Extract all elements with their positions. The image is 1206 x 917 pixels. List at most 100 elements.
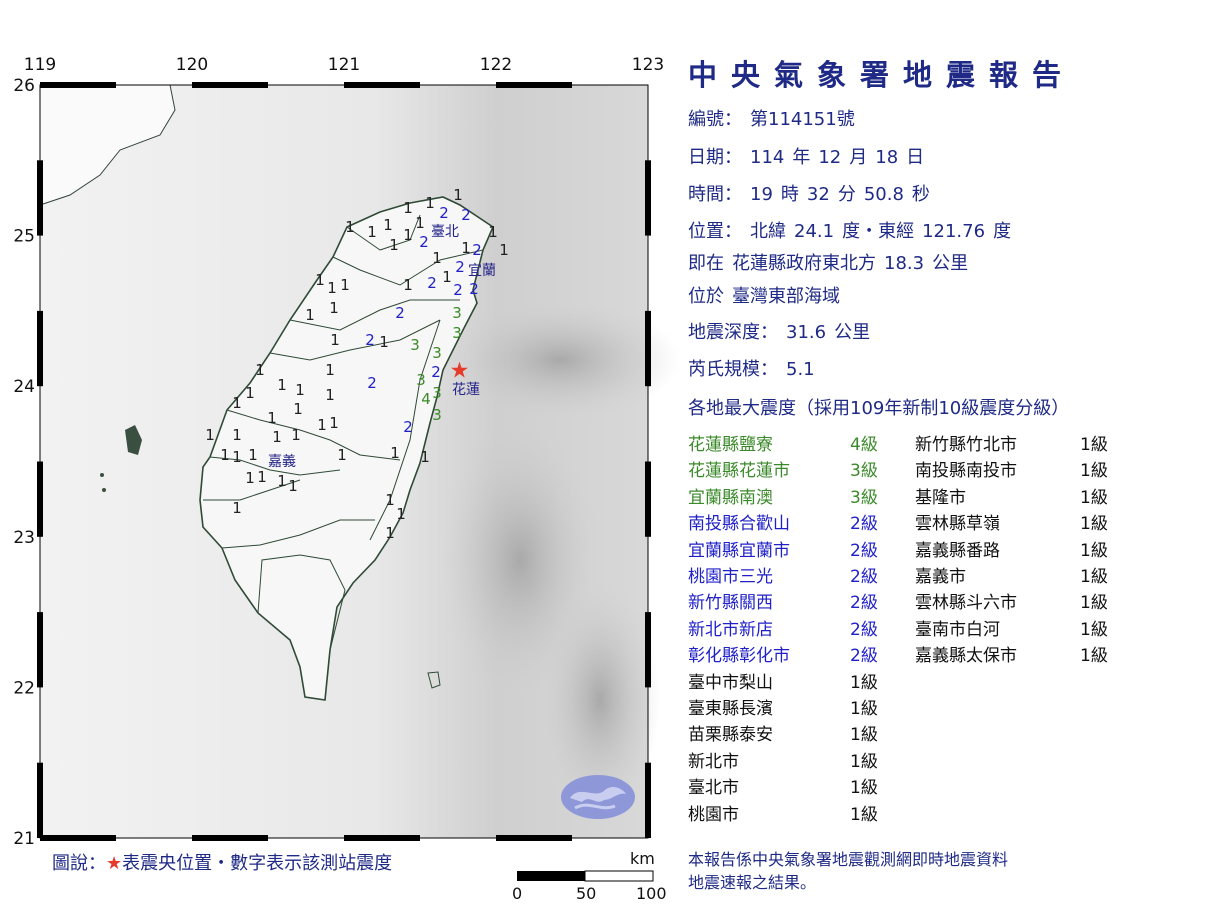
frame-segment <box>645 612 651 688</box>
intensity-level: 1級 <box>1080 435 1108 455</box>
lat-tick-label: 22 <box>13 678 35 698</box>
second-unit: 秒 <box>911 184 930 205</box>
report-title: 中央氣象署地震報告 <box>688 58 1076 92</box>
intensity-level: 1級 <box>850 751 878 772</box>
epicenter-star-icon: ★ <box>450 359 470 384</box>
star-icon: ★ <box>106 853 123 874</box>
intensity-place: 新北市新店 <box>688 619 773 640</box>
legend-prefix: 圖說： <box>52 853 106 874</box>
station-intensity: 1 <box>337 446 347 464</box>
region-value: 臺灣東部海域 <box>732 286 840 307</box>
station-intensity: 1 <box>291 426 301 444</box>
mainland-coast <box>39 84 176 206</box>
station-intensity: 1 <box>325 361 335 379</box>
station-intensity: 1 <box>305 306 315 324</box>
station-intensity: 1 <box>340 276 350 294</box>
minute: 32 <box>806 184 830 205</box>
intensity-level: 3級 <box>850 461 878 482</box>
lon-tick-label: 123 <box>632 55 664 75</box>
station-intensity: 4 <box>421 390 431 408</box>
intensity-place: 花蓮縣花蓮市 <box>688 461 790 482</box>
scale-label-0: 0 <box>512 884 523 903</box>
map-frame <box>37 82 651 841</box>
frame-segment <box>37 612 43 688</box>
frame-segment <box>37 160 43 236</box>
frame-segment <box>344 835 420 841</box>
station-intensity: 3 <box>432 406 442 424</box>
lat-tick-label: 23 <box>13 528 35 548</box>
intensity-place: 嘉義縣番路 <box>915 540 1000 561</box>
station-intensity: 1 <box>277 376 287 394</box>
station-intensity: 2 <box>439 204 449 222</box>
station-intensity: 1 <box>330 331 340 349</box>
intensity-place: 新竹縣竹北市 <box>915 435 1017 455</box>
station-intensity: 1 <box>327 279 337 297</box>
station-intensity: 2 <box>367 374 377 392</box>
station-intensity: 1 <box>389 236 399 254</box>
intensity-place: 臺北市 <box>688 778 739 799</box>
station-intensity: 1 <box>255 361 265 379</box>
scale-unit: km <box>630 849 655 868</box>
intensity-place: 雲林縣斗六市 <box>915 593 1017 614</box>
footnote-line-2: 地震速報之結果。 <box>688 873 817 892</box>
station-intensity: 1 <box>329 299 339 317</box>
station-intensity: 2 <box>455 258 465 276</box>
station-intensity: 1 <box>415 214 425 232</box>
lon-tick-label: 120 <box>176 55 208 75</box>
station-intensity: 2 <box>469 280 479 298</box>
lon-tick-label: 122 <box>480 55 512 75</box>
station-intensity: 1 <box>403 199 413 217</box>
station-intensity: 1 <box>232 448 242 466</box>
scale-label-50: 50 <box>576 884 597 903</box>
intensity-place: 桃園市三光 <box>688 567 773 587</box>
frame-segment <box>645 160 651 236</box>
city-label: 花蓮 <box>452 382 480 398</box>
frame-segment <box>496 835 572 841</box>
intensity-place: 新北市 <box>688 751 739 772</box>
intensity-level: 1級 <box>1080 514 1108 535</box>
station-intensity: 1 <box>317 416 327 434</box>
station-intensity: 1 <box>345 218 355 236</box>
station-intensity: 3 <box>410 336 420 354</box>
region-label: 位於 <box>688 286 724 307</box>
report-position: 位置： 北緯 24.1 度・東經 121.76 度 <box>688 217 1019 243</box>
station-intensity: 1 <box>288 477 298 495</box>
intensity-place: 宜蘭縣宜蘭市 <box>688 540 790 561</box>
station-intensity: 1 <box>245 469 255 487</box>
lon-tick-label: 121 <box>328 55 360 75</box>
lon-label: 度・東經 <box>842 221 915 242</box>
station-intensity: 1 <box>367 223 377 241</box>
deg-unit: 度 <box>993 221 1012 242</box>
station-intensity: 1 <box>272 428 282 446</box>
depth-label: 地震深度： <box>688 322 778 343</box>
intensity-place: 臺南市白河 <box>915 619 1000 640</box>
intensity-place: 新竹縣關西 <box>688 593 773 614</box>
scale-label-100: 100 <box>636 884 667 903</box>
station-intensity: 1 <box>379 333 389 351</box>
intensity-level: 1級 <box>1080 593 1108 614</box>
intensity-level: 1級 <box>1080 619 1108 640</box>
month: 12 <box>818 147 842 168</box>
station-intensity: 2 <box>427 274 437 292</box>
report-region: 位於 臺灣東部海域 <box>688 282 848 308</box>
intensity-level: 2級 <box>850 646 878 667</box>
station-intensity: 1 <box>425 194 435 212</box>
position-label: 位置： <box>688 221 742 242</box>
station-intensity: 1 <box>245 384 255 402</box>
station-intensity: 1 <box>329 414 339 432</box>
station-intensity: 1 <box>453 186 463 204</box>
lat-tick-label: 26 <box>13 76 35 96</box>
frame-segment <box>37 762 43 838</box>
station-intensity: 3 <box>432 384 442 402</box>
report-relative-location: 即在 花蓮縣政府東北方 18.3 公里 <box>688 249 976 275</box>
intensity-level: 1級 <box>850 672 878 693</box>
intensity-level: 2級 <box>850 567 878 587</box>
intensity-place: 臺中市梨山 <box>688 672 773 693</box>
station-intensity: 1 <box>385 524 395 542</box>
station-intensity: 1 <box>232 499 242 517</box>
lat-tick-label: 24 <box>13 377 35 397</box>
station-intensity: 1 <box>461 239 471 257</box>
